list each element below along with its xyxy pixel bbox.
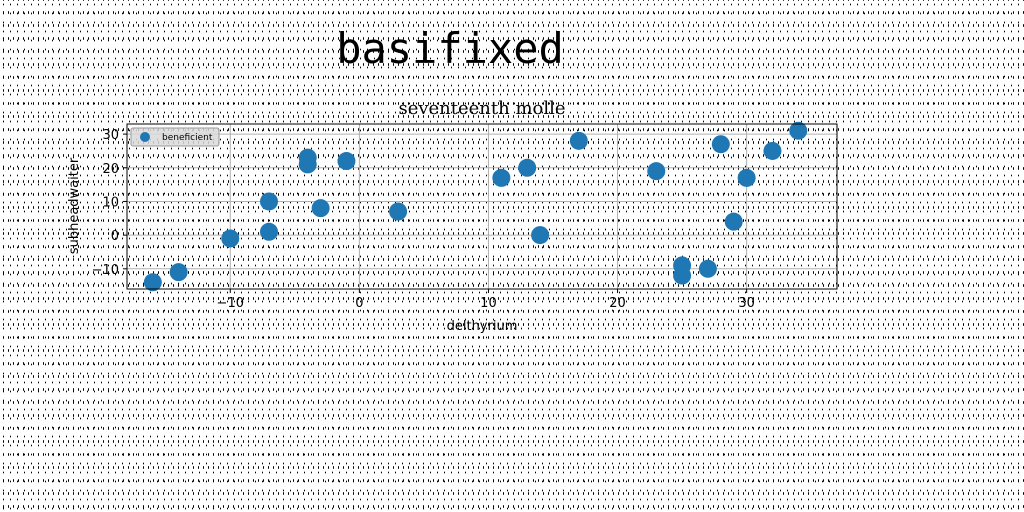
legend: beneficient [130,127,220,147]
data-point [569,131,588,150]
axis-ticks: −10 0 10 20 30 −10 0 10 20 30 [92,128,755,311]
data-point [298,155,317,174]
data-point [737,168,756,187]
data-point [337,152,356,171]
x-tick-label: 20 [609,296,626,311]
axes-frame [126,123,838,290]
data-point [311,199,330,218]
legend-label: beneficient [162,133,213,143]
data-point [698,259,717,278]
data-point [169,263,188,282]
x-tick-label: 30 [738,296,755,311]
data-point [260,192,278,211]
y-tick-label: 20 [102,162,119,177]
data-point [647,162,666,181]
data-point [260,222,278,241]
data-point [531,226,550,245]
data-point [492,168,511,187]
y-axis-label: subheadwaiter [67,157,82,254]
x-axis-label: delthyrium [447,319,518,334]
data-point [221,229,240,248]
data-point [763,141,782,160]
legend-marker [140,132,150,142]
data-point [143,273,162,292]
x-tick-label: 10 [480,296,497,311]
grid-lines [127,124,837,289]
data-points [143,121,808,292]
data-point [673,266,692,285]
data-point [711,135,730,154]
y-tick-label: 0 [111,229,119,244]
y-tick-label: 30 [102,128,119,143]
x-tick-label: −10 [217,296,244,311]
data-point [518,158,537,177]
legend-box [130,127,220,147]
data-point [724,212,743,231]
data-point [789,121,808,140]
y-tick-label: −10 [92,263,119,278]
data-point [389,202,408,221]
chart-title: seventeenth molle [398,98,565,119]
figure-suptitle: basifixed [336,24,564,73]
y-tick-label: 10 [102,195,119,210]
x-tick-label: 0 [355,296,363,311]
